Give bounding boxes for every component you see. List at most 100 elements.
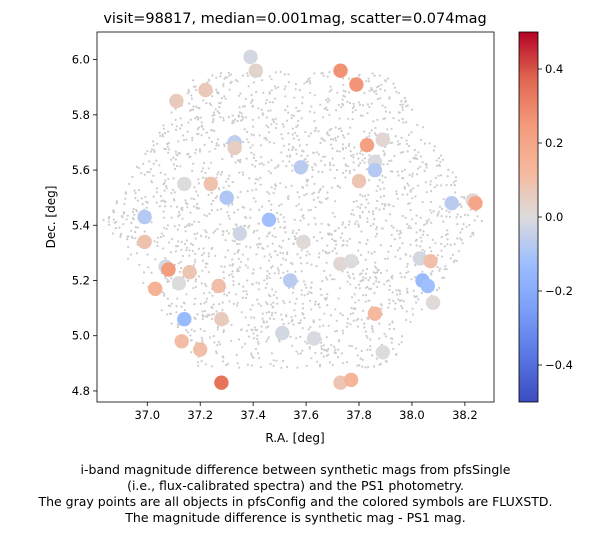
background-point	[289, 335, 292, 338]
background-point	[187, 102, 191, 105]
background-point	[197, 247, 200, 250]
background-point	[339, 312, 342, 315]
background-point	[301, 102, 304, 105]
background-point	[246, 258, 250, 261]
background-point	[203, 213, 206, 216]
background-point	[142, 271, 146, 274]
background-point	[427, 218, 430, 221]
background-point	[246, 74, 249, 77]
background-point	[384, 204, 387, 207]
background-point	[233, 240, 237, 243]
background-point	[364, 272, 367, 275]
background-point	[410, 188, 413, 192]
background-point	[231, 258, 234, 261]
background-point	[210, 140, 213, 143]
background-point	[257, 246, 260, 249]
background-point	[431, 270, 434, 273]
background-point	[144, 152, 147, 155]
background-point	[203, 302, 206, 305]
background-point	[272, 120, 276, 123]
background-point	[310, 281, 313, 284]
background-point	[220, 207, 223, 211]
fluxstd-point	[148, 281, 163, 296]
background-point	[395, 193, 398, 196]
background-point	[208, 291, 211, 294]
background-point	[320, 347, 323, 350]
background-point	[112, 209, 115, 212]
background-point	[453, 243, 456, 246]
background-point	[194, 152, 197, 155]
background-point	[250, 93, 253, 97]
background-point	[335, 329, 338, 333]
background-point	[299, 335, 302, 339]
background-point	[381, 104, 384, 107]
background-point	[366, 336, 369, 339]
background-point	[348, 220, 351, 223]
background-point	[292, 242, 295, 245]
background-point	[267, 126, 270, 129]
background-point	[185, 239, 189, 242]
background-point	[216, 328, 219, 331]
background-point	[416, 157, 419, 160]
background-point	[386, 77, 389, 80]
background-point	[446, 238, 449, 241]
background-point	[434, 242, 437, 245]
background-point	[137, 189, 140, 192]
background-point	[167, 177, 170, 181]
background-point	[232, 302, 235, 305]
background-point	[304, 340, 307, 343]
background-point	[322, 74, 325, 77]
background-point	[334, 348, 337, 351]
background-point	[188, 222, 191, 226]
background-point	[454, 191, 457, 194]
background-point	[227, 177, 230, 180]
background-point	[410, 218, 414, 221]
background-point	[336, 149, 339, 153]
background-point	[300, 270, 303, 273]
background-point	[301, 349, 304, 352]
background-point	[148, 171, 151, 174]
background-point	[325, 99, 328, 102]
background-point	[348, 169, 351, 173]
background-point	[163, 292, 166, 295]
background-point	[156, 241, 159, 244]
background-point	[314, 303, 317, 306]
background-point	[266, 245, 269, 248]
background-point	[215, 310, 218, 313]
background-point	[403, 276, 406, 279]
background-point	[240, 112, 243, 115]
background-point	[335, 252, 338, 255]
background-point	[170, 302, 173, 305]
background-point	[370, 102, 373, 105]
background-point	[290, 117, 293, 120]
background-point	[257, 222, 260, 225]
background-point	[215, 176, 218, 179]
background-point	[168, 148, 171, 151]
background-point	[291, 148, 294, 151]
background-point	[156, 244, 159, 247]
background-point	[357, 317, 360, 320]
background-point	[217, 340, 220, 343]
background-point	[201, 310, 204, 313]
background-point	[241, 296, 244, 299]
background-point	[321, 171, 324, 174]
background-point	[245, 245, 248, 248]
background-point	[212, 111, 216, 114]
background-point	[388, 111, 391, 114]
background-point	[376, 185, 380, 188]
background-point	[398, 246, 401, 250]
background-point	[355, 200, 358, 203]
background-point	[370, 287, 373, 290]
background-point	[185, 249, 188, 252]
background-point	[444, 265, 447, 268]
background-point	[357, 164, 360, 167]
background-point	[390, 127, 393, 130]
background-point	[381, 181, 384, 184]
background-point	[425, 219, 428, 222]
background-point	[276, 165, 279, 168]
background-point	[323, 107, 326, 111]
background-point	[219, 72, 223, 75]
background-point	[334, 139, 338, 142]
background-point	[313, 182, 316, 185]
x-tick-label: 37.2	[187, 408, 213, 422]
